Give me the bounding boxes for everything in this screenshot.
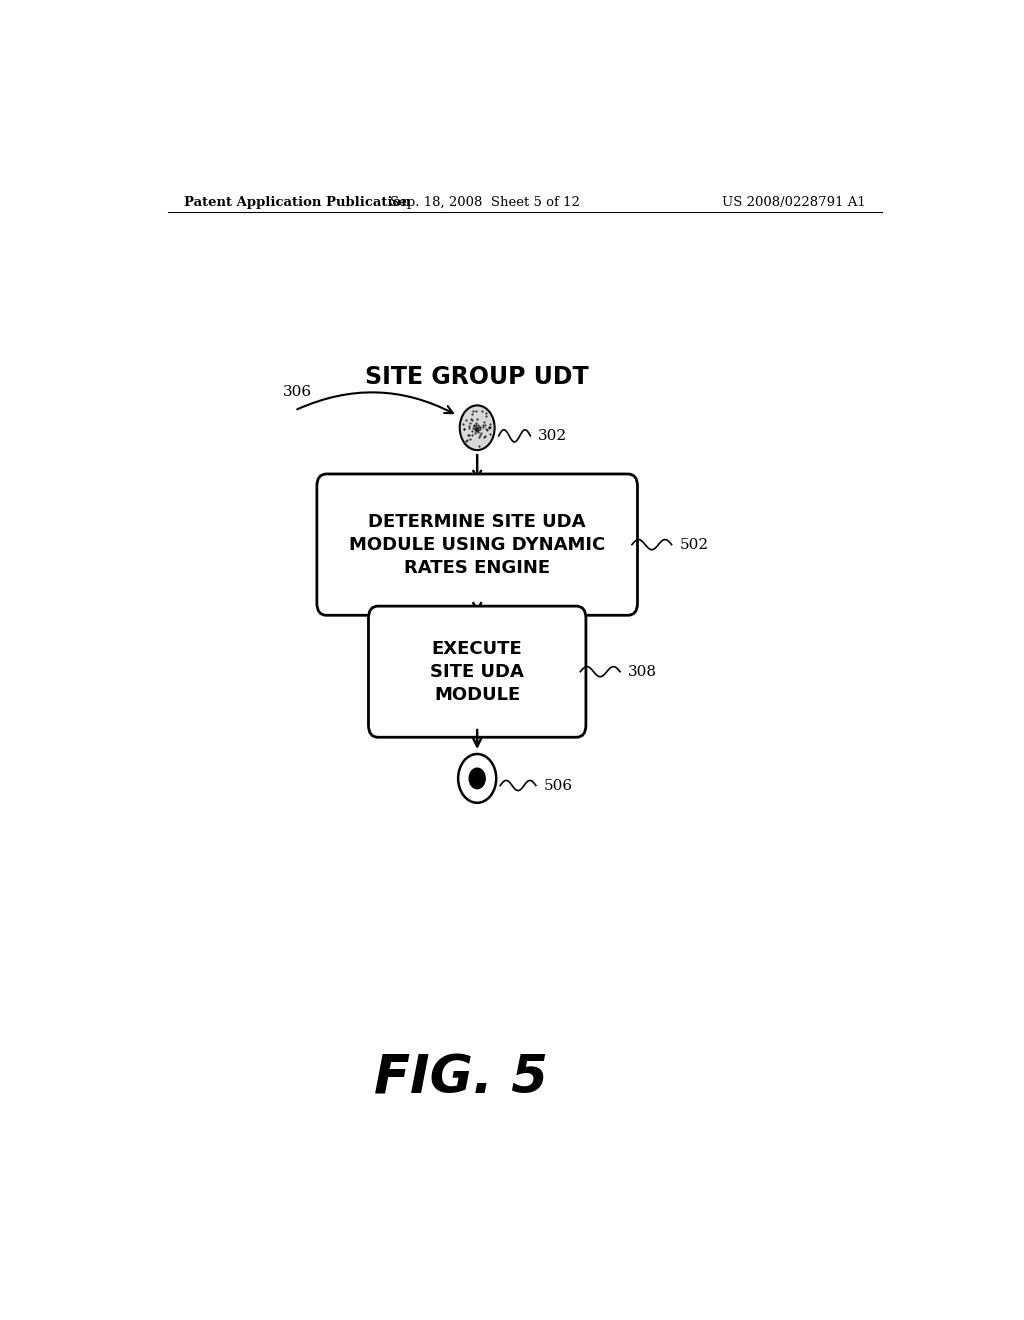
Text: FIG. 5: FIG. 5 — [375, 1052, 548, 1105]
Text: DETERMINE SITE UDA
MODULE USING DYNAMIC
RATES ENGINE: DETERMINE SITE UDA MODULE USING DYNAMIC … — [349, 512, 605, 577]
Circle shape — [469, 768, 485, 788]
FancyBboxPatch shape — [369, 606, 586, 738]
Text: US 2008/0228791 A1: US 2008/0228791 A1 — [722, 195, 866, 209]
Text: Sep. 18, 2008  Sheet 5 of 12: Sep. 18, 2008 Sheet 5 of 12 — [390, 195, 580, 209]
Text: 306: 306 — [283, 385, 312, 399]
Text: 502: 502 — [680, 537, 709, 552]
Circle shape — [460, 405, 495, 450]
Text: 302: 302 — [539, 429, 567, 444]
Text: 506: 506 — [544, 779, 573, 792]
Text: 308: 308 — [628, 665, 657, 678]
FancyBboxPatch shape — [316, 474, 638, 615]
Circle shape — [458, 754, 497, 803]
Text: SITE GROUP UDT: SITE GROUP UDT — [366, 364, 589, 389]
Text: Patent Application Publication: Patent Application Publication — [183, 195, 411, 209]
Text: EXECUTE
SITE UDA
MODULE: EXECUTE SITE UDA MODULE — [430, 640, 524, 704]
